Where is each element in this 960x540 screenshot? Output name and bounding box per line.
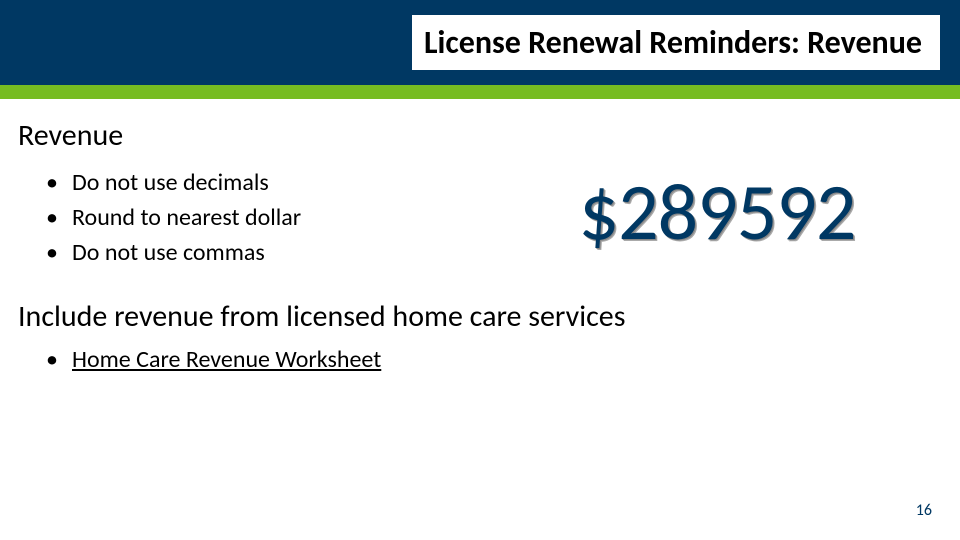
- content-area: Revenue Do not use decimals Round to nea…: [0, 99, 960, 374]
- bullet-list-2: Home Care Revenue Worksheet: [18, 345, 942, 374]
- accent-bar: [0, 85, 960, 99]
- header-bar: License Renewal Reminders: Revenue: [0, 0, 960, 85]
- section2-heading: Include revenue from licensed home care …: [18, 298, 942, 335]
- list-item: Do not use commas: [46, 236, 502, 271]
- slide-title: License Renewal Reminders: Revenue: [412, 15, 940, 70]
- worksheet-link[interactable]: Home Care Revenue Worksheet: [72, 345, 381, 374]
- list-item: Do not use decimals: [46, 166, 502, 201]
- two-column-row: Do not use decimals Round to nearest dol…: [18, 162, 942, 270]
- revenue-figure: $289592: [502, 164, 932, 261]
- right-column: $289592: [502, 162, 942, 261]
- list-item: Home Care Revenue Worksheet: [46, 345, 942, 374]
- list-item: Round to nearest dollar: [46, 201, 502, 236]
- bullet-list-1: Do not use decimals Round to nearest dol…: [46, 166, 502, 270]
- left-column: Do not use decimals Round to nearest dol…: [18, 162, 502, 270]
- page-number: 16: [916, 501, 932, 520]
- section1-heading: Revenue: [18, 117, 942, 154]
